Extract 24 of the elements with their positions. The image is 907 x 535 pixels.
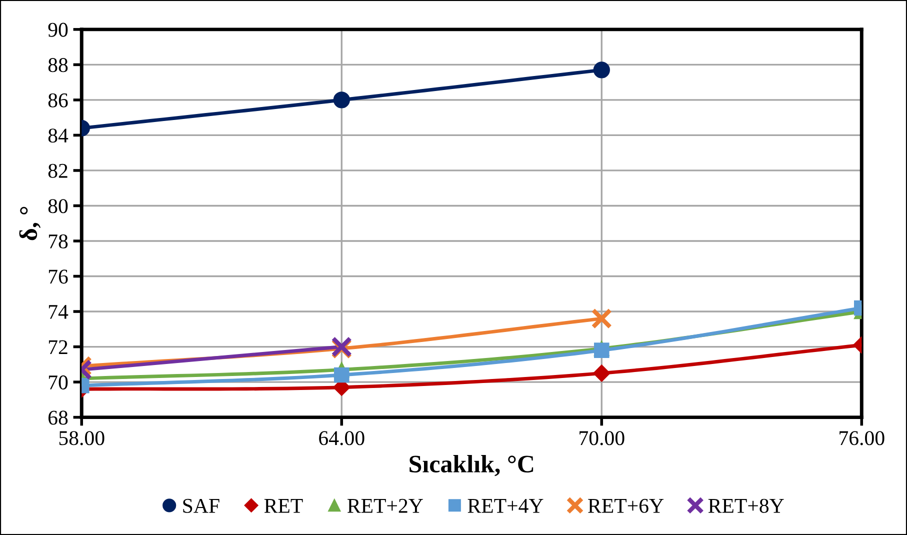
y-tick-label: 86 (48, 93, 68, 108)
x-tick-label: 64.00 (319, 431, 364, 446)
x-axis-title: Sıcaklık, °C (410, 454, 534, 476)
x-tick-label: 58.00 (59, 431, 104, 446)
y-tick-label: 70 (48, 375, 68, 390)
y-tick-label: 74 (48, 305, 68, 319)
y-axis-title: δ, ° (19, 206, 41, 240)
legend-label: RET (264, 499, 303, 513)
legend-label: SAF (183, 498, 220, 513)
y-tick-label: 88 (48, 58, 68, 72)
y-tick-label: 76 (48, 270, 68, 284)
y-tick-label: 80 (48, 199, 68, 214)
legend-label: RET+8Y (708, 498, 784, 513)
legend-label: RET+4Y (468, 498, 544, 513)
y-tick-label: 82 (48, 164, 68, 178)
legend-label: RET+6Y (588, 498, 664, 513)
y-tick-label: 72 (48, 340, 68, 354)
y-tick-label: 84 (48, 128, 68, 143)
legend-label: RET+2Y (347, 498, 423, 513)
y-tick-label: 68 (48, 410, 68, 425)
y-tick-label: 90 (48, 22, 68, 37)
x-tick-label: 76.00 (840, 431, 884, 446)
y-tick-label: 78 (48, 234, 68, 248)
x-tick-label: 70.00 (580, 431, 624, 446)
